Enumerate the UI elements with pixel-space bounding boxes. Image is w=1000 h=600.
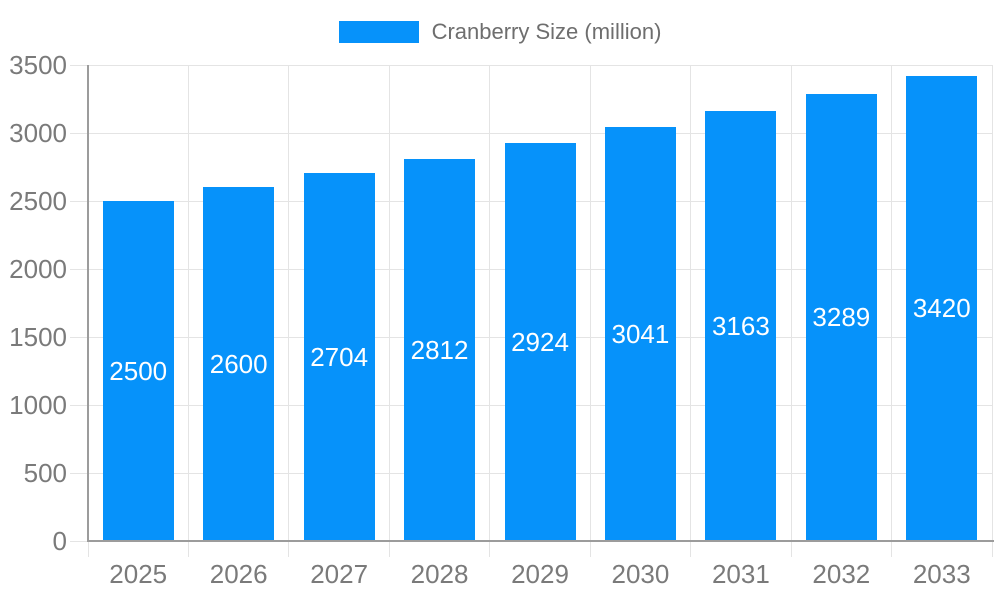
x-gridline — [991, 65, 993, 557]
x-tick-label: 2029 — [511, 559, 569, 589]
x-gridline — [891, 65, 893, 557]
plot-area: 2500 2025 2600 2026 2704 2027 2812 2028 2924 2029… — [70, 64, 994, 589]
bar-value-label: 2812 — [410, 334, 469, 365]
x-gridline — [489, 65, 491, 557]
y-tick-label: 0 — [52, 526, 67, 556]
bar: 3163 — [705, 110, 777, 541]
bar-value-label: 2704 — [310, 342, 369, 373]
x-tick-label: 2030 — [611, 559, 670, 589]
bar-value-label: 3420 — [912, 293, 971, 324]
bar-value-label: 3289 — [812, 302, 871, 333]
x-gridline — [388, 65, 390, 557]
y-tick-label: 3500 — [9, 50, 67, 80]
x-tick-label: 2032 — [812, 559, 871, 589]
y-tick-label: 2500 — [9, 186, 67, 216]
bar-value-label: 2500 — [109, 356, 168, 386]
legend-label: Cranberry Size (million) — [431, 19, 662, 44]
x-tick-label: 2027 — [310, 559, 369, 589]
bar: 2600 — [203, 187, 275, 541]
bar-value-label: 2924 — [511, 327, 569, 358]
bar: 3420 — [906, 75, 978, 541]
bar: 3289 — [805, 93, 877, 541]
bar-value-label: 2600 — [209, 349, 268, 380]
y-tick-label: 1500 — [9, 322, 67, 352]
x-tick-label: 2028 — [410, 559, 469, 589]
bar: 2704 — [303, 173, 375, 541]
x-gridline — [187, 65, 189, 557]
x-tick-label: 2033 — [912, 559, 971, 589]
y-tick-label: 500 — [23, 458, 67, 488]
y-tick-label: 1000 — [9, 390, 67, 420]
x-gridline — [288, 65, 290, 557]
x-tick-label: 2025 — [109, 559, 168, 589]
y-gridline — [70, 64, 992, 66]
y-axis-line — [87, 65, 89, 541]
legend-swatch — [338, 21, 419, 43]
y-tick-label: 3000 — [9, 118, 67, 148]
x-gridline — [790, 65, 792, 557]
legend[interactable]: Cranberry Size (million) — [0, 20, 1000, 44]
bar: 2500 — [102, 201, 174, 541]
bar: 3041 — [604, 127, 676, 541]
bar: 2924 — [504, 143, 576, 541]
bar-value-label: 3163 — [711, 310, 770, 341]
x-tick-label: 2031 — [711, 559, 770, 589]
x-axis-line — [87, 540, 994, 542]
y-tick-label: 2000 — [9, 254, 67, 284]
x-gridline — [690, 65, 692, 557]
y-gridline — [70, 132, 992, 134]
x-gridline — [589, 65, 591, 557]
bar: 2812 — [404, 158, 476, 541]
x-tick-label: 2026 — [209, 559, 268, 589]
bar-value-label: 3041 — [611, 319, 670, 350]
